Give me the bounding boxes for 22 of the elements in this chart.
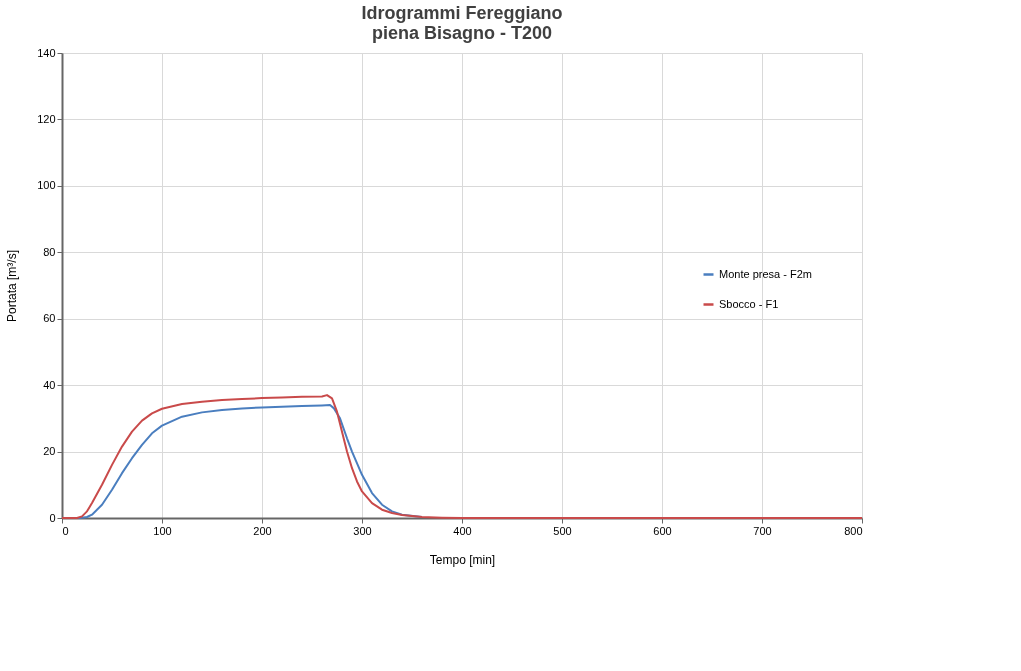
x-tick-label: 700	[753, 524, 772, 537]
legend-label: Monte presa - F2m	[719, 267, 812, 280]
y-tick-label: 60	[43, 312, 56, 325]
y-tick-label: 80	[43, 245, 56, 258]
x-axis-title: Tempo [min]	[429, 552, 496, 567]
chart-title: Idrogrammi Fereggiano piena Bisagno - T200	[361, 3, 563, 43]
y-tick-label: 140	[37, 46, 56, 59]
legend-label: Sbocco - F1	[719, 297, 779, 310]
x-tick-label: 800	[844, 524, 863, 537]
x-tick-label: 400	[453, 524, 472, 537]
y-tick-label: 20	[43, 445, 56, 458]
y-tick-label: 40	[43, 378, 56, 391]
x-tick-label: 300	[353, 524, 372, 537]
y-axis-title: Portata [m³/s]	[5, 249, 20, 323]
x-tick-label: 500	[553, 524, 572, 537]
y-tick-label: 120	[37, 112, 56, 125]
y-tick-label: 0	[49, 511, 56, 524]
x-tick-label: 100	[153, 524, 172, 537]
x-tick-label: 600	[653, 524, 672, 537]
x-tick-label: 0	[62, 524, 69, 537]
y-tick-label: 100	[37, 179, 56, 192]
x-tick-label: 200	[253, 524, 272, 537]
